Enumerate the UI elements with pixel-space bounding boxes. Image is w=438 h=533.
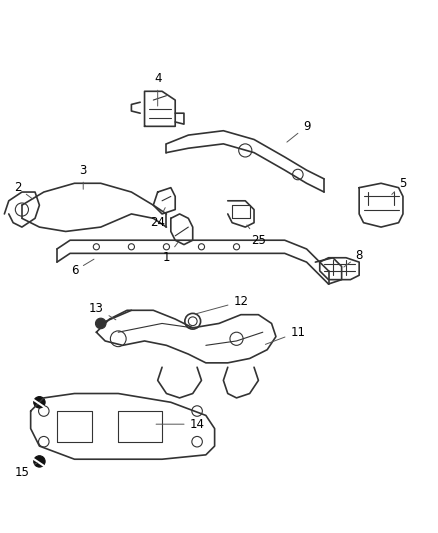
Circle shape bbox=[34, 456, 45, 467]
Text: 4: 4 bbox=[154, 71, 162, 106]
Text: 6: 6 bbox=[71, 259, 94, 277]
Text: 24: 24 bbox=[150, 208, 165, 229]
Text: 3: 3 bbox=[80, 164, 87, 189]
Text: 8: 8 bbox=[344, 249, 363, 267]
Text: 9: 9 bbox=[287, 120, 311, 142]
Text: 25: 25 bbox=[247, 225, 266, 247]
Text: 15: 15 bbox=[14, 463, 37, 479]
Text: 5: 5 bbox=[392, 177, 406, 195]
Circle shape bbox=[95, 318, 106, 329]
Text: 12: 12 bbox=[195, 295, 248, 314]
Text: 2: 2 bbox=[14, 181, 33, 199]
Text: 13: 13 bbox=[89, 302, 116, 320]
Circle shape bbox=[34, 397, 45, 408]
Text: 1: 1 bbox=[162, 243, 178, 264]
Text: 14: 14 bbox=[156, 418, 205, 431]
Text: 11: 11 bbox=[265, 326, 305, 344]
